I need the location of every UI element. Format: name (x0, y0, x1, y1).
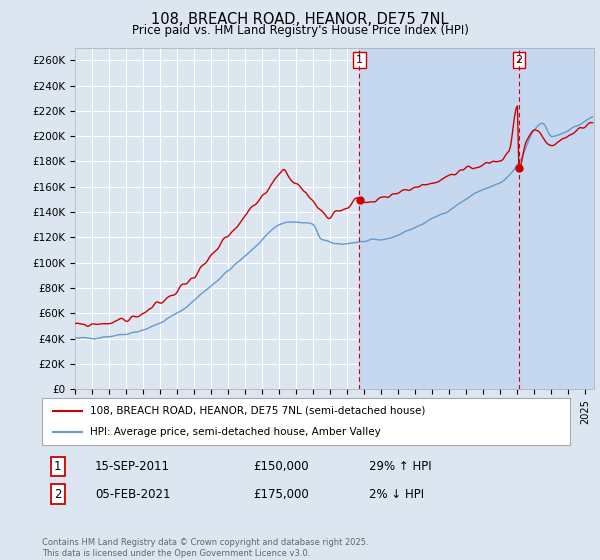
Text: HPI: Average price, semi-detached house, Amber Valley: HPI: Average price, semi-detached house,… (89, 427, 380, 437)
Text: 2: 2 (515, 55, 523, 65)
Text: £175,000: £175,000 (253, 488, 309, 501)
Text: 108, BREACH ROAD, HEANOR, DE75 7NL: 108, BREACH ROAD, HEANOR, DE75 7NL (151, 12, 449, 27)
Text: 1: 1 (54, 460, 62, 473)
Text: Contains HM Land Registry data © Crown copyright and database right 2025.
This d: Contains HM Land Registry data © Crown c… (42, 538, 368, 558)
Text: 05-FEB-2021: 05-FEB-2021 (95, 488, 170, 501)
Text: £150,000: £150,000 (253, 460, 309, 473)
Text: Price paid vs. HM Land Registry's House Price Index (HPI): Price paid vs. HM Land Registry's House … (131, 24, 469, 37)
Text: 29% ↑ HPI: 29% ↑ HPI (370, 460, 432, 473)
Text: 2: 2 (54, 488, 62, 501)
Text: 15-SEP-2011: 15-SEP-2011 (95, 460, 170, 473)
Bar (359, 48, 519, 389)
Text: 1: 1 (356, 55, 363, 65)
Text: 108, BREACH ROAD, HEANOR, DE75 7NL (semi-detached house): 108, BREACH ROAD, HEANOR, DE75 7NL (semi… (89, 406, 425, 416)
Bar (519, 48, 600, 389)
Text: 2% ↓ HPI: 2% ↓ HPI (370, 488, 424, 501)
